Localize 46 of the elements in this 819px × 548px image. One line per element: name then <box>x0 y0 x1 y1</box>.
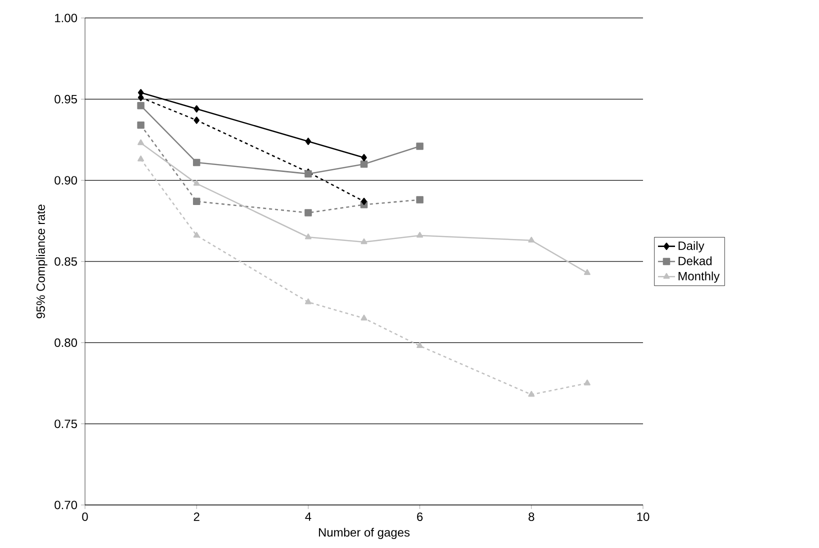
point <box>304 233 312 240</box>
point <box>360 160 368 168</box>
point <box>193 180 200 186</box>
y-tick-label: 0.95 <box>54 94 77 104</box>
point <box>528 236 535 243</box>
y-tick-label: 0.70 <box>54 500 78 510</box>
legend-label: Daily <box>678 241 704 252</box>
point <box>194 116 200 124</box>
point <box>416 142 424 150</box>
legend-label: Monthly <box>678 272 720 283</box>
point <box>138 139 144 146</box>
legend-label: Dekad <box>678 256 712 266</box>
point <box>361 154 367 162</box>
point <box>361 198 367 206</box>
point <box>193 232 200 238</box>
point <box>137 121 144 129</box>
point <box>304 209 312 216</box>
point <box>194 105 200 113</box>
point <box>584 269 590 275</box>
point <box>137 102 144 110</box>
y-axis-title: 95% Compliance rate <box>36 204 48 318</box>
point <box>192 158 200 166</box>
point <box>416 232 424 238</box>
y-tick-label: 0.75 <box>54 420 77 428</box>
point <box>138 156 144 162</box>
point <box>416 342 424 348</box>
point <box>528 390 535 397</box>
x-tick-label: 2 <box>194 512 200 521</box>
point <box>138 89 144 96</box>
point <box>192 198 200 206</box>
point <box>304 298 312 304</box>
y-tick-label: 0.90 <box>54 176 78 185</box>
x-tick-label: 4 <box>305 512 312 521</box>
x-tick-label: 0 <box>82 512 88 521</box>
x-tick-label: 8 <box>528 512 534 521</box>
y-tick-label: 1.00 <box>55 14 78 22</box>
point <box>360 314 368 320</box>
point <box>584 380 590 386</box>
point <box>305 138 312 145</box>
x-tick-label: 10 <box>637 512 650 521</box>
y-tick-label: 0.85 <box>54 257 77 266</box>
x-axis-title: Number of gages <box>318 528 410 540</box>
point <box>416 196 424 204</box>
point <box>360 238 368 244</box>
x-tick-label: 6 <box>417 512 423 521</box>
y-tick-label: 0.80 <box>54 338 78 347</box>
